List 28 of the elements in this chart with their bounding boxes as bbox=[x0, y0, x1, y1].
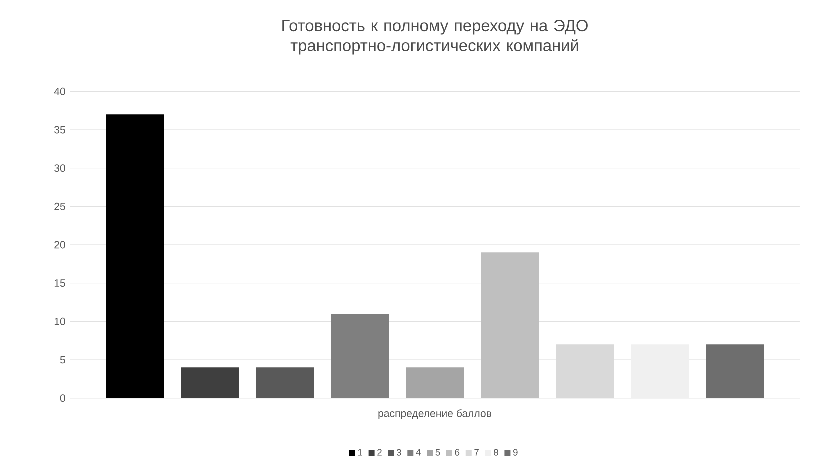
bar bbox=[706, 344, 764, 398]
x-tick-label: распределение баллов bbox=[378, 410, 492, 420]
bar bbox=[481, 252, 539, 398]
y-tick-label: 15 bbox=[54, 280, 66, 288]
y-tick-label: 10 bbox=[54, 318, 66, 326]
y-tick-label: 0 bbox=[60, 394, 66, 402]
bar bbox=[106, 114, 164, 398]
legend-label: 9 bbox=[513, 449, 518, 456]
y-tick-label: 40 bbox=[54, 88, 66, 96]
legend-label: 5 bbox=[436, 449, 440, 456]
bar bbox=[331, 314, 389, 398]
chart-title: Готовность к полному переходу на ЭДО транспортно-логистических компаний bbox=[282, 20, 588, 55]
bar bbox=[406, 368, 464, 398]
bar bbox=[181, 368, 239, 398]
legend-label: 4 bbox=[416, 449, 421, 456]
legend-label: 1 bbox=[358, 449, 362, 456]
bar bbox=[631, 344, 689, 398]
y-tick-label: 5 bbox=[60, 356, 66, 364]
legend-label: 6 bbox=[455, 449, 460, 456]
y-tick-label: 35 bbox=[54, 126, 66, 134]
legend-label: 8 bbox=[494, 449, 498, 456]
y-tick-label: 20 bbox=[54, 241, 66, 249]
legend-label: 2 bbox=[378, 449, 382, 456]
legend-label: 3 bbox=[396, 449, 402, 456]
legend-label: 7 bbox=[474, 449, 479, 456]
y-tick-label: 30 bbox=[54, 164, 66, 172]
bar bbox=[256, 368, 314, 398]
y-tick-label: 25 bbox=[54, 202, 66, 210]
